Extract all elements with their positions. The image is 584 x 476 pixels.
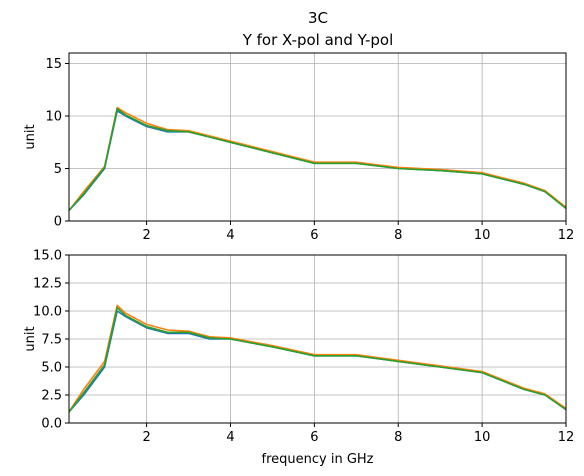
chart-2-series-3-line	[69, 306, 566, 413]
chart-2-x-axis-label: frequency in GHz	[262, 452, 374, 467]
chart-1-x-tick-label-0: 2	[142, 228, 150, 243]
figure-title-line2: Y for X-pol and Y-pol	[242, 31, 394, 49]
chart-1-x-tick-label-3: 8	[394, 228, 402, 243]
chart-1-y-tick-label-2: 10	[45, 110, 62, 125]
chart-1-y-tick-label-0: 0	[54, 215, 62, 230]
chart-2-x-tick-label-5: 12	[558, 430, 575, 445]
plots-container: 2 4 6 8 10 12 0 5 10 15 unit 2 4 6 8 10 12 0.0 2.5 5.0 7.5 10…	[23, 52, 575, 468]
chart-1-x-tick-label-2: 6	[310, 228, 318, 243]
chart-1-x-tick-label-5: 12	[558, 228, 575, 243]
chart-2-y-tick-label-1: 2.5	[41, 389, 62, 404]
chart-1: 2 4 6 8 10 12 0 5 10 15 unit	[23, 52, 575, 243]
chart-1-y-axis-label: unit	[23, 124, 38, 149]
chart-2: 2 4 6 8 10 12 0.0 2.5 5.0 7.5 10.0 12.5 15.0 unit freq…	[23, 249, 574, 468]
chart-1-series-1-line	[69, 110, 566, 212]
chart-2-x-tick-label-1: 4	[226, 430, 234, 445]
chart-2-y-tick-label-3: 7.5	[41, 333, 62, 348]
chart-1-series-3-line	[69, 107, 566, 212]
chart-2-x-tick-label-3: 8	[394, 430, 402, 445]
chart-2-y-tick-label-6: 15.0	[33, 249, 62, 264]
chart-2-y-tick-label-2: 5.0	[41, 361, 62, 376]
chart-2-y-tick-label-5: 12.5	[33, 277, 62, 292]
chart-2-x-tick-label-4: 10	[474, 430, 491, 445]
figure-title-line1: 3C	[308, 9, 328, 27]
chart-2-y-axis-label: unit	[23, 326, 38, 351]
chart-2-series-1-line	[69, 310, 566, 413]
chart-1-frame	[68, 52, 567, 222]
chart-2-x-tick-label-0: 2	[142, 430, 150, 445]
chart-2-series-2-line	[69, 304, 566, 413]
chart-2-x-tick-label-2: 6	[310, 430, 318, 445]
chart-1-x-tick-label-4: 10	[474, 228, 491, 243]
chart-1-y-tick-label-3: 15	[45, 57, 62, 72]
chart-2-y-tick-label-4: 10.0	[33, 305, 62, 320]
chart-1-x-tick-label-1: 4	[226, 228, 234, 243]
chart-1-y-tick-label-1: 5	[54, 162, 62, 177]
chart-1-series-2-line	[69, 106, 566, 211]
chart-2-y-tick-label-0: 0.0	[41, 417, 62, 432]
